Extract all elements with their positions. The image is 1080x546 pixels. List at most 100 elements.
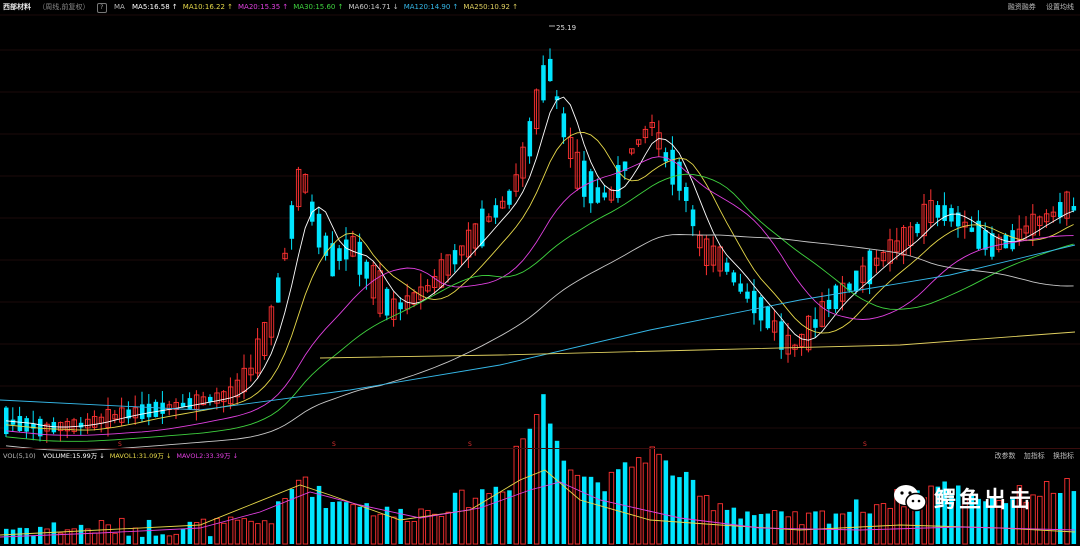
candle-up — [418, 286, 424, 301]
candle-down — [833, 285, 839, 310]
margin-trading-button[interactable]: 融资融券 — [1007, 3, 1036, 11]
volume-bar — [752, 515, 757, 544]
volume-bar — [554, 440, 560, 544]
volume-bar — [302, 476, 309, 545]
ma-legend-item: MA250:10.92 ↑ — [463, 3, 519, 11]
candle-down — [384, 288, 390, 316]
volume-bar — [779, 511, 784, 544]
candle-down — [602, 192, 607, 198]
candle-down — [935, 205, 941, 218]
volume-bar — [310, 496, 315, 544]
candle-down — [1071, 206, 1077, 211]
ma120-line — [0, 244, 1076, 411]
candle-up — [411, 292, 417, 305]
candle-down — [126, 409, 131, 419]
candle-down — [588, 171, 594, 204]
volume-bar — [391, 516, 397, 545]
volume-bar — [949, 495, 954, 544]
ma-settings-button[interactable]: 设置均线 — [1046, 3, 1074, 11]
volume-bar — [513, 445, 519, 545]
candle-down — [364, 261, 369, 279]
ma60-line — [5, 234, 1074, 451]
candle-down — [153, 401, 159, 417]
ma-legend-item: MA5:16.58 ↑ — [132, 3, 178, 11]
candle-up — [710, 245, 717, 266]
max-price-label: 25.19 — [556, 24, 576, 32]
add-indicator-button[interactable]: 加指标 — [1023, 452, 1045, 460]
help-icon[interactable]: ? — [96, 3, 107, 13]
volume-bar — [51, 522, 57, 544]
candle-down — [956, 212, 961, 227]
volume-bar — [261, 520, 268, 545]
candle-down — [330, 243, 335, 277]
volume-bar — [724, 509, 730, 544]
candle-up — [962, 221, 968, 228]
volume-bar — [792, 511, 798, 545]
volume-bar — [71, 528, 77, 545]
volume-bar — [1064, 478, 1070, 545]
candle-up — [391, 298, 397, 320]
stock-name[interactable]: 西部材料 — [3, 3, 31, 11]
candle-up — [234, 379, 241, 398]
volume-bar — [602, 491, 607, 544]
volume-bar — [173, 533, 179, 545]
volume-bar — [703, 495, 710, 545]
candle-up — [520, 146, 526, 179]
volume-bar — [44, 528, 50, 545]
volume-bar — [425, 509, 431, 545]
candle-up — [629, 148, 635, 154]
volume-bar — [459, 489, 465, 545]
volume-bar — [404, 521, 411, 545]
candle-down — [983, 230, 988, 250]
candle-down — [398, 302, 403, 310]
volume-bar — [208, 536, 213, 544]
volume-bar — [268, 523, 275, 545]
volume-legend-item: MAVOL1:31.09万 ↓ — [109, 452, 172, 460]
volume-bar — [337, 501, 342, 544]
volume-bar — [690, 479, 696, 544]
volume-bar — [187, 521, 193, 544]
candle-up — [91, 416, 98, 428]
ma-lines — [0, 96, 1076, 451]
volume-bar — [765, 513, 771, 544]
ma-legend-item: MA20:15.35 ↑ — [238, 3, 289, 11]
candle-down — [990, 233, 995, 257]
candle-down — [146, 403, 152, 418]
candle-up — [901, 227, 907, 256]
volume-bar — [350, 504, 356, 545]
candle-up — [513, 174, 519, 192]
candle-up — [1043, 213, 1050, 223]
candle-down — [847, 283, 852, 291]
candle-down — [724, 262, 730, 272]
volume-bar — [112, 532, 118, 545]
candle-up — [805, 315, 812, 351]
candle-up — [1030, 213, 1036, 236]
volume-title[interactable]: VOL(5,10) — [3, 452, 36, 460]
candle-down — [276, 277, 281, 303]
edit-params-button[interactable]: 改参数 — [994, 452, 1016, 460]
volume-bar — [942, 481, 947, 544]
volume-bar — [956, 485, 961, 544]
candle-down — [78, 422, 84, 428]
candle-up — [635, 139, 642, 145]
candle-up — [302, 174, 309, 193]
candle-up — [132, 407, 139, 419]
volume-bar — [431, 513, 438, 545]
volume-bar — [493, 486, 499, 544]
switch-indicator-button[interactable]: 换指标 — [1053, 452, 1074, 460]
volume-bar — [64, 529, 71, 545]
volume-bar — [962, 497, 968, 545]
volume-ma-lines — [0, 469, 1076, 538]
volume-bar — [507, 490, 512, 544]
candle-down — [826, 299, 832, 310]
volume-bar — [854, 499, 859, 544]
candle-up — [200, 396, 207, 406]
candle-up — [221, 391, 227, 403]
volume-bar — [833, 513, 839, 544]
volume-bar — [200, 518, 207, 545]
candle-down — [561, 113, 567, 138]
mavol2-line — [0, 481, 1076, 538]
adjust-mode[interactable]: （周线,前复权） — [38, 3, 90, 11]
volume-bar — [799, 524, 805, 545]
